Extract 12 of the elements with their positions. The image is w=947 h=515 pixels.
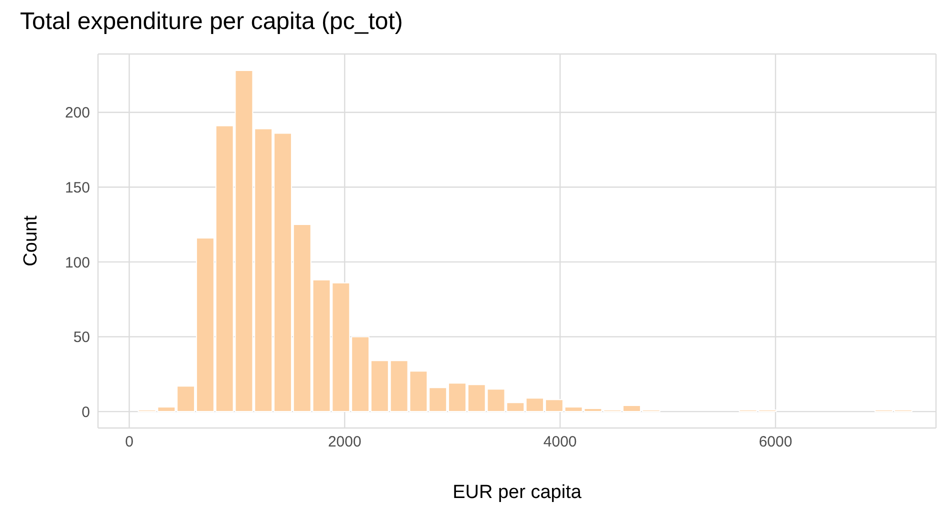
y-tick-label: 200 (64, 104, 90, 122)
y-tick-label: 100 (64, 254, 90, 272)
x-tick-label: 6000 (758, 434, 792, 451)
x-tick-label: 0 (125, 434, 134, 451)
y-tick-label: 150 (64, 179, 90, 196)
chart-title: Total expenditure per capita (pc_tot) (20, 8, 403, 36)
y-axis-title: Count (20, 214, 42, 266)
x-axis-title: EUR per capita (452, 482, 582, 504)
y-tick-label: 0 (82, 404, 90, 421)
y-tick-label: 50 (73, 329, 90, 346)
x-tick-label: 2000 (328, 434, 362, 451)
x-tick-label: 4000 (543, 434, 577, 451)
